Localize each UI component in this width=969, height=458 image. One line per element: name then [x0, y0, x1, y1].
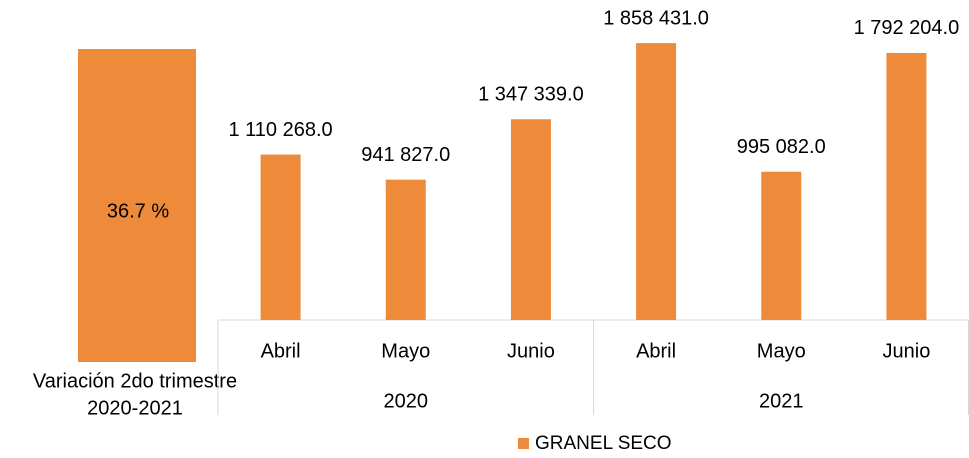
data-label: 1 792 204.0	[854, 17, 960, 39]
annotation-box	[78, 49, 196, 362]
group-label: 2020	[384, 390, 429, 412]
x-tick-label: Mayo	[381, 340, 430, 362]
bar	[636, 43, 677, 320]
group-label: 2021	[759, 390, 804, 412]
data-label: 1 858 431.0	[603, 7, 709, 29]
bar	[385, 179, 426, 320]
legend-swatch	[518, 438, 529, 449]
annotation-caption: Variación 2do trimestre	[33, 370, 237, 392]
x-tick-label: Junio	[507, 340, 555, 362]
data-label: 941 827.0	[361, 144, 450, 166]
data-label: 1 347 339.0	[478, 84, 584, 106]
legend-label: GRANEL SECO	[535, 433, 672, 454]
bar	[886, 52, 927, 320]
x-tick-label: Abril	[261, 340, 301, 362]
bar	[510, 119, 551, 320]
annotation-value: 36.7 %	[107, 200, 169, 222]
x-tick-label: Mayo	[757, 340, 806, 362]
bar	[761, 171, 802, 320]
bar	[260, 154, 301, 320]
annotation-caption: 2020-2021	[87, 397, 183, 419]
data-label: 995 082.0	[737, 136, 826, 158]
x-tick-label: Junio	[883, 340, 931, 362]
data-label: 1 110 268.0	[228, 119, 332, 141]
x-tick-label: Abril	[636, 340, 676, 362]
